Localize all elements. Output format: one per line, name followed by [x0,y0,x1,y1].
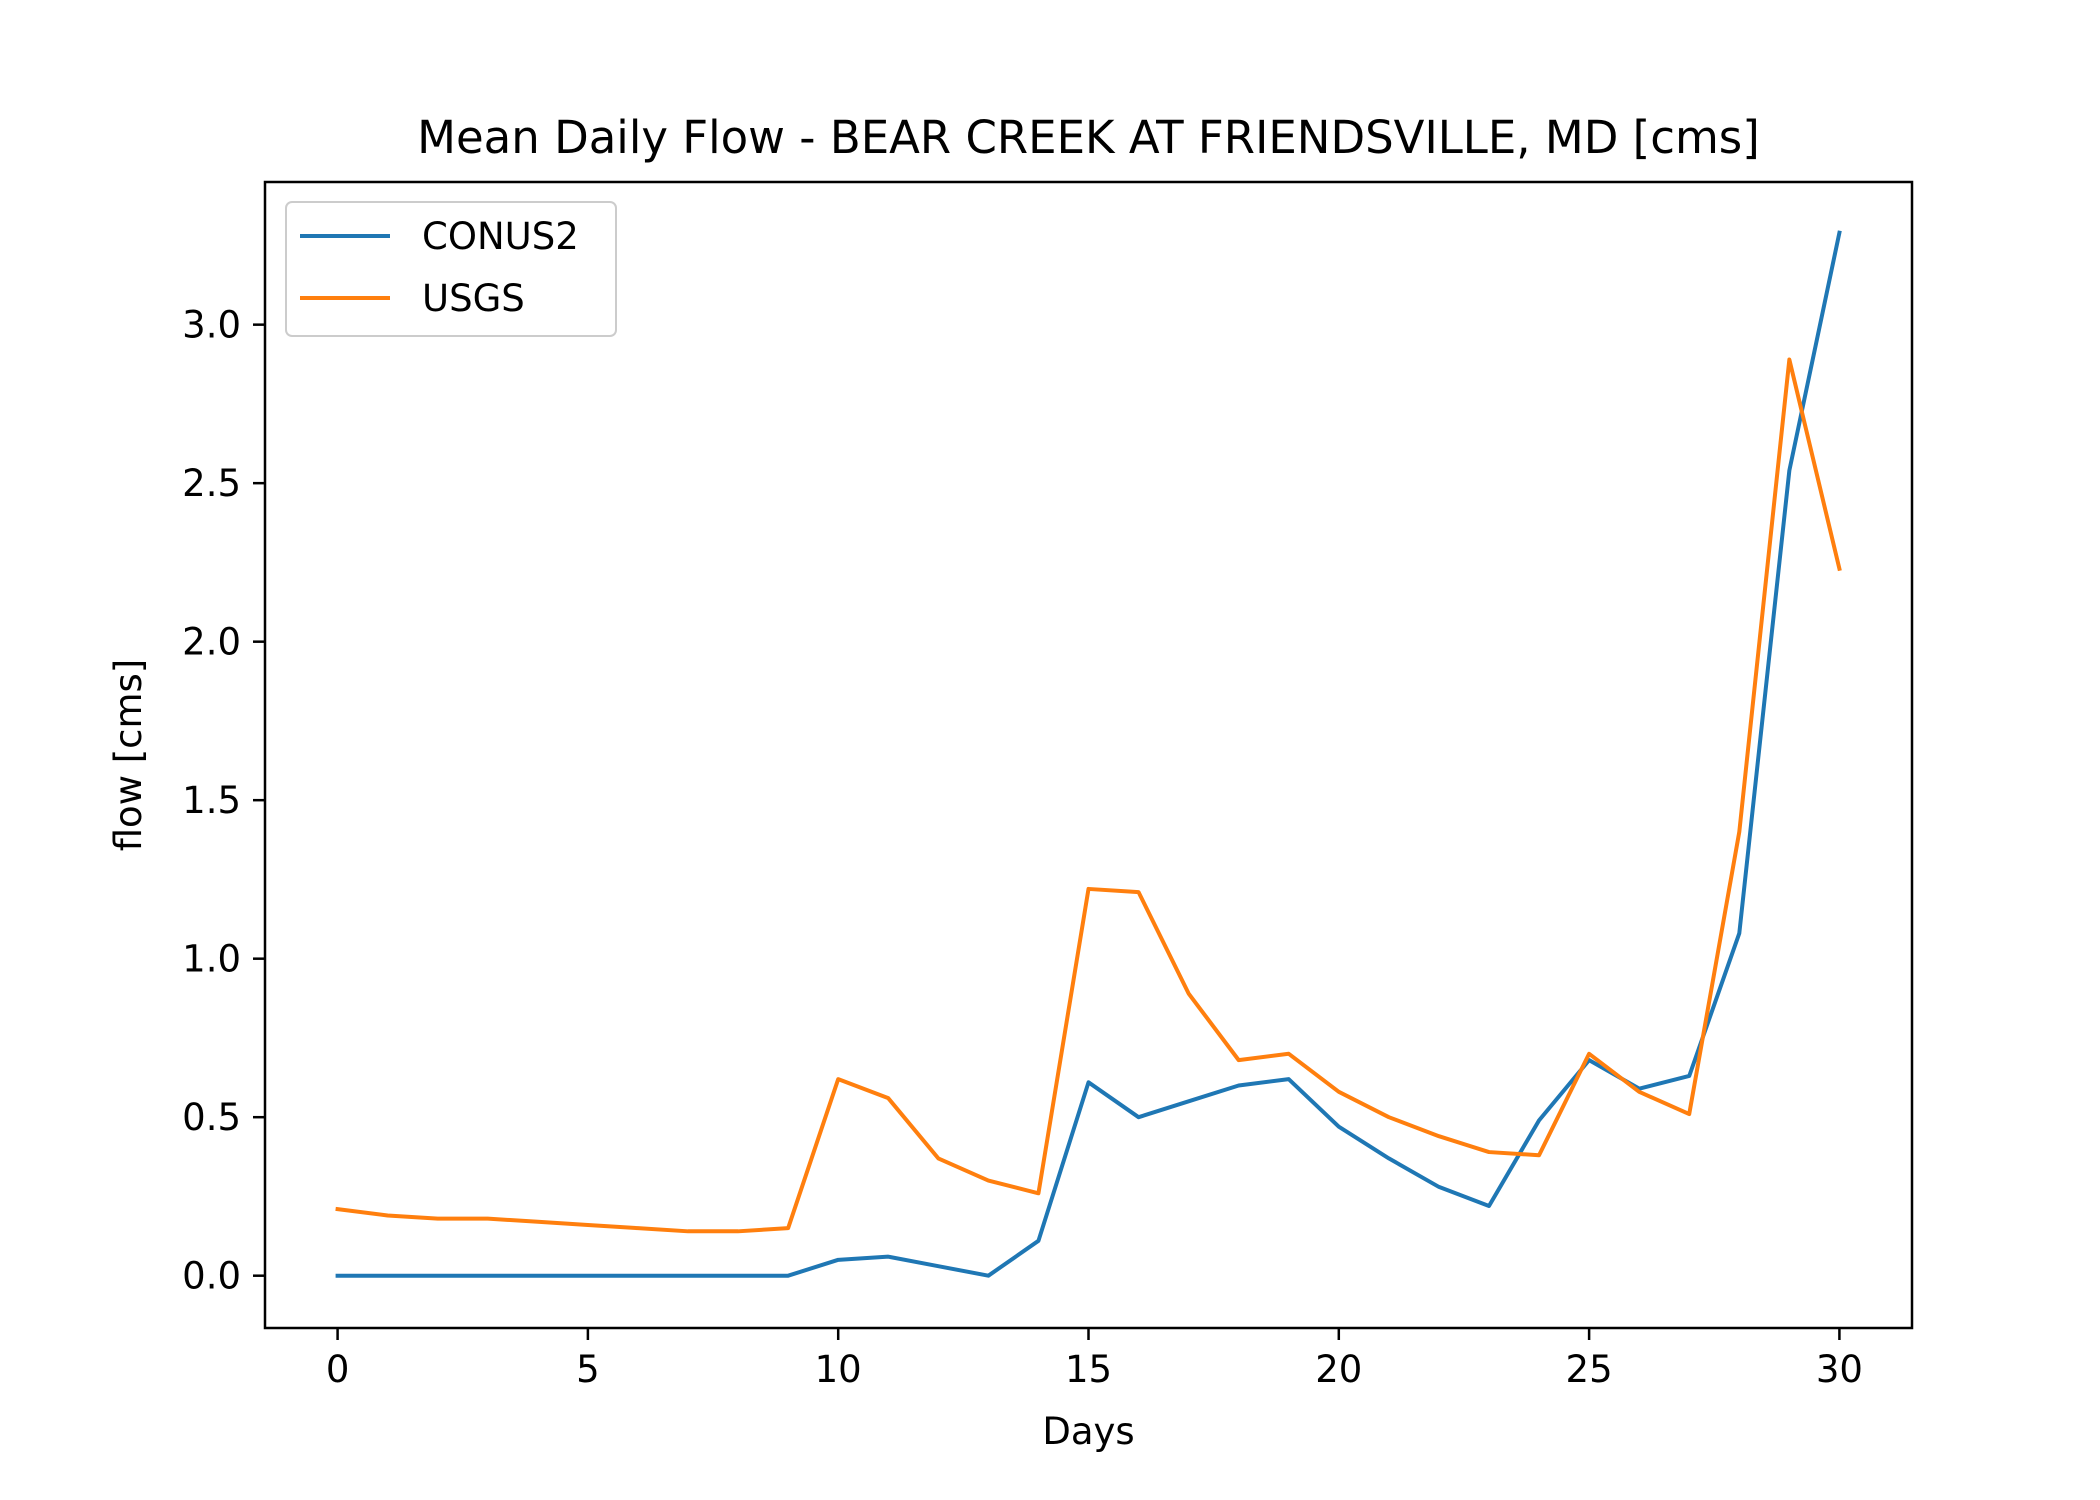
x-tick-label: 15 [1065,1348,1112,1391]
x-axis-label: Days [1042,1410,1134,1453]
chart-title: Mean Daily Flow - BEAR CREEK AT FRIENDSV… [417,111,1760,164]
y-tick-label: 2.0 [182,621,241,664]
legend-label-usgs: USGS [422,277,525,320]
y-tick-label: 1.5 [182,779,241,822]
y-axis-label: flow [cms] [107,659,150,852]
legend: CONUS2 USGS [285,201,617,337]
x-tick-label: 20 [1315,1348,1362,1391]
x-tick-label: 0 [326,1348,350,1391]
series-line-usgs [335,357,1842,1234]
series-line-conus2 [335,230,1842,1278]
y-tick-label: 0.5 [182,1096,241,1139]
y-tick-label: 2.5 [182,462,241,505]
x-tick-label: 25 [1566,1348,1613,1391]
y-tick-label: 1.0 [182,938,241,981]
plot-area: 0 5 10 15 20 25 30 0.0 0.5 1.0 1.5 2.0 2.5 3.0 CONUS2 U… [182,180,1914,1391]
legend-label-conus2: CONUS2 [422,215,579,258]
x-tick-label: 5 [576,1348,600,1391]
x-tick-label: 30 [1816,1348,1863,1391]
x-tick-label: 10 [815,1348,862,1391]
y-tick-label: 3.0 [182,304,241,347]
y-tick-label: 0.0 [182,1255,241,1298]
